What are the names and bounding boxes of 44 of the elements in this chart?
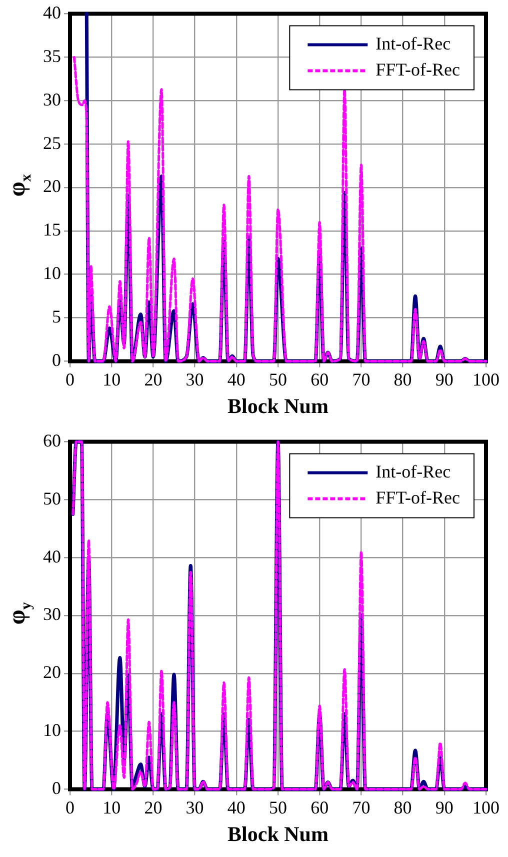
- x-tick-label: 10: [102, 370, 121, 390]
- x-axis-title: Block Num: [228, 394, 329, 418]
- y-tick-label: 10: [43, 263, 61, 284]
- x-tick-label: 100: [472, 798, 500, 818]
- y-tick-label: 15: [43, 220, 61, 240]
- x-tick-label: 70: [352, 798, 370, 818]
- y-tick-label: 60: [43, 430, 61, 451]
- x-axis-title: Block Num: [228, 822, 329, 846]
- x-tick-label: 80: [394, 370, 412, 390]
- legend-label: FFT-of-Rec: [376, 60, 460, 80]
- x-tick-label: 50: [269, 370, 287, 390]
- y-tick-label: 30: [43, 89, 61, 110]
- y-tick-label: 35: [43, 46, 61, 66]
- x-tick-label: 0: [66, 798, 74, 818]
- legend-label: Int-of-Rec: [376, 462, 451, 482]
- y-tick-label: 0: [52, 350, 61, 370]
- y-tick-label: 40: [43, 546, 61, 566]
- x-tick-label: 100: [472, 370, 500, 390]
- x-tick-label: 30: [186, 798, 204, 818]
- y-tick-label: 0: [52, 778, 61, 798]
- x-tick-label: 0: [66, 370, 74, 390]
- y-tick-label: 30: [43, 604, 61, 624]
- x-tick-label: 20: [144, 370, 162, 390]
- x-tick-label: 10: [102, 798, 121, 818]
- x-tick-label: 90: [435, 798, 454, 818]
- x-tick-label: 40: [227, 798, 246, 818]
- y-tick-label: 5: [52, 306, 61, 327]
- y-tick-label: 20: [43, 176, 61, 196]
- y-tick-label: 25: [43, 132, 61, 153]
- legend-label: FFT-of-Rec: [376, 488, 460, 508]
- x-tick-label: 80: [394, 798, 412, 818]
- x-tick-label: 90: [435, 370, 454, 390]
- y-tick-label: 40: [43, 2, 61, 23]
- x-tick-label: 40: [227, 370, 246, 390]
- x-tick-label: 50: [269, 798, 287, 818]
- x-tick-label: 20: [144, 798, 162, 818]
- x-tick-label: 60: [310, 798, 329, 818]
- legend-label: Int-of-Rec: [376, 34, 451, 54]
- y-tick-label: 10: [43, 720, 61, 740]
- x-tick-label: 70: [352, 370, 370, 390]
- x-tick-label: 60: [310, 370, 329, 390]
- x-tick-label: 30: [186, 370, 204, 390]
- y-tick-label: 50: [43, 488, 61, 508]
- y-tick-label: 20: [43, 662, 61, 682]
